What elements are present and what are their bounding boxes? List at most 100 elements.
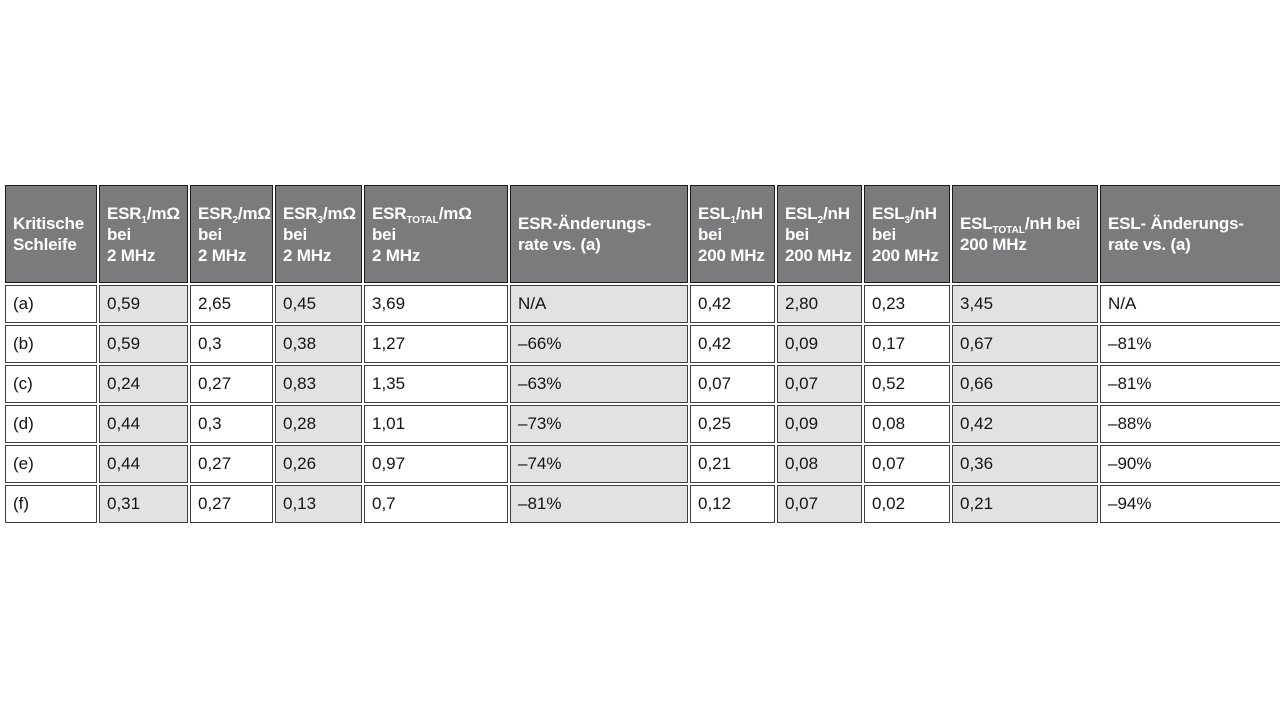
header-line: ESRTOTAL/mΩ <box>372 203 503 226</box>
header-text-part: ESL <box>698 203 731 223</box>
header-line: 2 MHz <box>372 245 421 265</box>
header-line: Kritische <box>13 214 84 233</box>
cell: 0,02 <box>864 485 950 523</box>
header-subscript: 1 <box>730 214 737 226</box>
header-line: ESL1/nH <box>698 203 770 226</box>
cell: 0,09 <box>777 405 862 443</box>
cell: (f) <box>5 485 97 523</box>
header-line: 200 MHz <box>785 245 852 265</box>
col-header-esl-total: ESLTOTAL/nH bei 200 MHz <box>952 185 1098 283</box>
header-line: ESR1/mΩ <box>107 203 183 226</box>
header-subscript: 1 <box>141 214 147 226</box>
cell: 0,25 <box>690 405 775 443</box>
header-line: bei <box>785 224 809 244</box>
header-text-part: /nH <box>823 203 850 223</box>
cell: (d) <box>5 405 97 443</box>
cell: N/A <box>510 285 688 323</box>
header-subscript: 3 <box>904 214 911 226</box>
cell: 0,07 <box>777 485 862 523</box>
cell: 0,31 <box>99 485 188 523</box>
table-row-c: (c) 0,24 0,27 0,83 1,35 –63% 0,07 0,07 0… <box>5 365 1280 403</box>
cell: 0,7 <box>364 485 508 523</box>
cell: 0,59 <box>99 285 188 323</box>
cell: 0,27 <box>190 445 273 483</box>
cell: 1,01 <box>364 405 508 443</box>
header-line: Schleife <box>13 235 77 254</box>
header-line: bei <box>372 224 396 244</box>
header-text-part: ESR <box>372 203 407 223</box>
header-subscript: 2 <box>817 214 824 226</box>
cell: 0,07 <box>690 365 775 403</box>
cell: 0,07 <box>777 365 862 403</box>
cell: –66% <box>510 325 688 363</box>
cell: 0,08 <box>864 405 950 443</box>
header-text-part: /nH <box>736 203 763 223</box>
cell: 0,09 <box>777 325 862 363</box>
col-header-esr-total: ESRTOTAL/mΩ bei 2 MHz <box>364 185 508 283</box>
col-header-esl1: ESL1/nH bei 200 MHz <box>690 185 775 283</box>
header-line: 200 MHz <box>960 235 1027 254</box>
cell: 0,08 <box>777 445 862 483</box>
cell: 3,45 <box>952 285 1098 323</box>
header-text-part: /mΩ <box>146 203 180 223</box>
cell: 0,21 <box>952 485 1098 523</box>
cell: 0,21 <box>690 445 775 483</box>
cell: 0,28 <box>275 405 362 443</box>
cell: 0,12 <box>690 485 775 523</box>
cell: (e) <box>5 445 97 483</box>
table-row-d: (d) 0,44 0,3 0,28 1,01 –73% 0,25 0,09 0,… <box>5 405 1280 443</box>
cell: 0,97 <box>364 445 508 483</box>
cell: 0,3 <box>190 325 273 363</box>
cell: –81% <box>1100 365 1280 403</box>
col-header-kritische-schleife: Kritische Schleife <box>5 185 97 283</box>
header-line: ESR3/mΩ <box>283 203 357 226</box>
cell: 0,07 <box>864 445 950 483</box>
header-text-part: /nH <box>910 203 937 223</box>
header-line: bei <box>198 224 222 244</box>
cell: 0,38 <box>275 325 362 363</box>
cell: 3,69 <box>364 285 508 323</box>
cell: 0,3 <box>190 405 273 443</box>
header-line: ESR2/mΩ <box>198 203 271 226</box>
cell: –74% <box>510 445 688 483</box>
col-header-esr-aenderungsrate: ESR-Änderungs- rate vs. (a) <box>510 185 688 283</box>
cell: 1,27 <box>364 325 508 363</box>
col-header-esr1: ESR1/mΩ bei 2 MHz <box>99 185 188 283</box>
header-line: ESL- Änderungs- <box>1108 214 1244 233</box>
col-header-esl3: ESL3/nH bei 200 MHz <box>864 185 950 283</box>
cell: 0,27 <box>190 485 273 523</box>
cell: (b) <box>5 325 97 363</box>
cell: 2,80 <box>777 285 862 323</box>
cell: 0,44 <box>99 405 188 443</box>
col-header-esl-aenderungsrate: ESL- Änderungs- rate vs. (a) <box>1100 185 1280 283</box>
cell: –73% <box>510 405 688 443</box>
cell: 0,36 <box>952 445 1098 483</box>
header-text-part: ESR <box>198 203 233 223</box>
cell: 0,52 <box>864 365 950 403</box>
header-subscript: 2 <box>232 214 238 226</box>
cell: –88% <box>1100 405 1280 443</box>
cell: 0,67 <box>952 325 1098 363</box>
header-line: ESL3/nH <box>872 203 945 226</box>
header-text-part: ESR <box>283 203 318 223</box>
header-text-part: /mΩ <box>438 203 472 223</box>
header-line: bei <box>698 224 722 244</box>
cell: 0,24 <box>99 365 188 403</box>
header-line: rate vs. (a) <box>518 235 601 254</box>
header-subscript: 3 <box>317 214 323 226</box>
header-line: ESR-Änderungs- <box>518 214 652 233</box>
header-text-part: /mΩ <box>237 203 271 223</box>
cell: N/A <box>1100 285 1280 323</box>
cell: –81% <box>1100 325 1280 363</box>
header-line: 2 MHz <box>283 245 332 265</box>
esr-esl-table-container: Kritische Schleife ESR1/mΩ bei 2 MHz ESR… <box>5 185 1280 525</box>
cell: 1,35 <box>364 365 508 403</box>
header-text-part: /mΩ <box>322 203 356 223</box>
header-line: 200 MHz <box>698 245 765 265</box>
header-row: Kritische Schleife ESR1/mΩ bei 2 MHz ESR… <box>5 185 1280 283</box>
header-line: ESL2/nH <box>785 203 857 226</box>
cell: 0,17 <box>864 325 950 363</box>
esr-esl-table: Kritische Schleife ESR1/mΩ bei 2 MHz ESR… <box>5 185 1280 525</box>
cell: 0,27 <box>190 365 273 403</box>
header-text-part: ESL <box>785 203 818 223</box>
